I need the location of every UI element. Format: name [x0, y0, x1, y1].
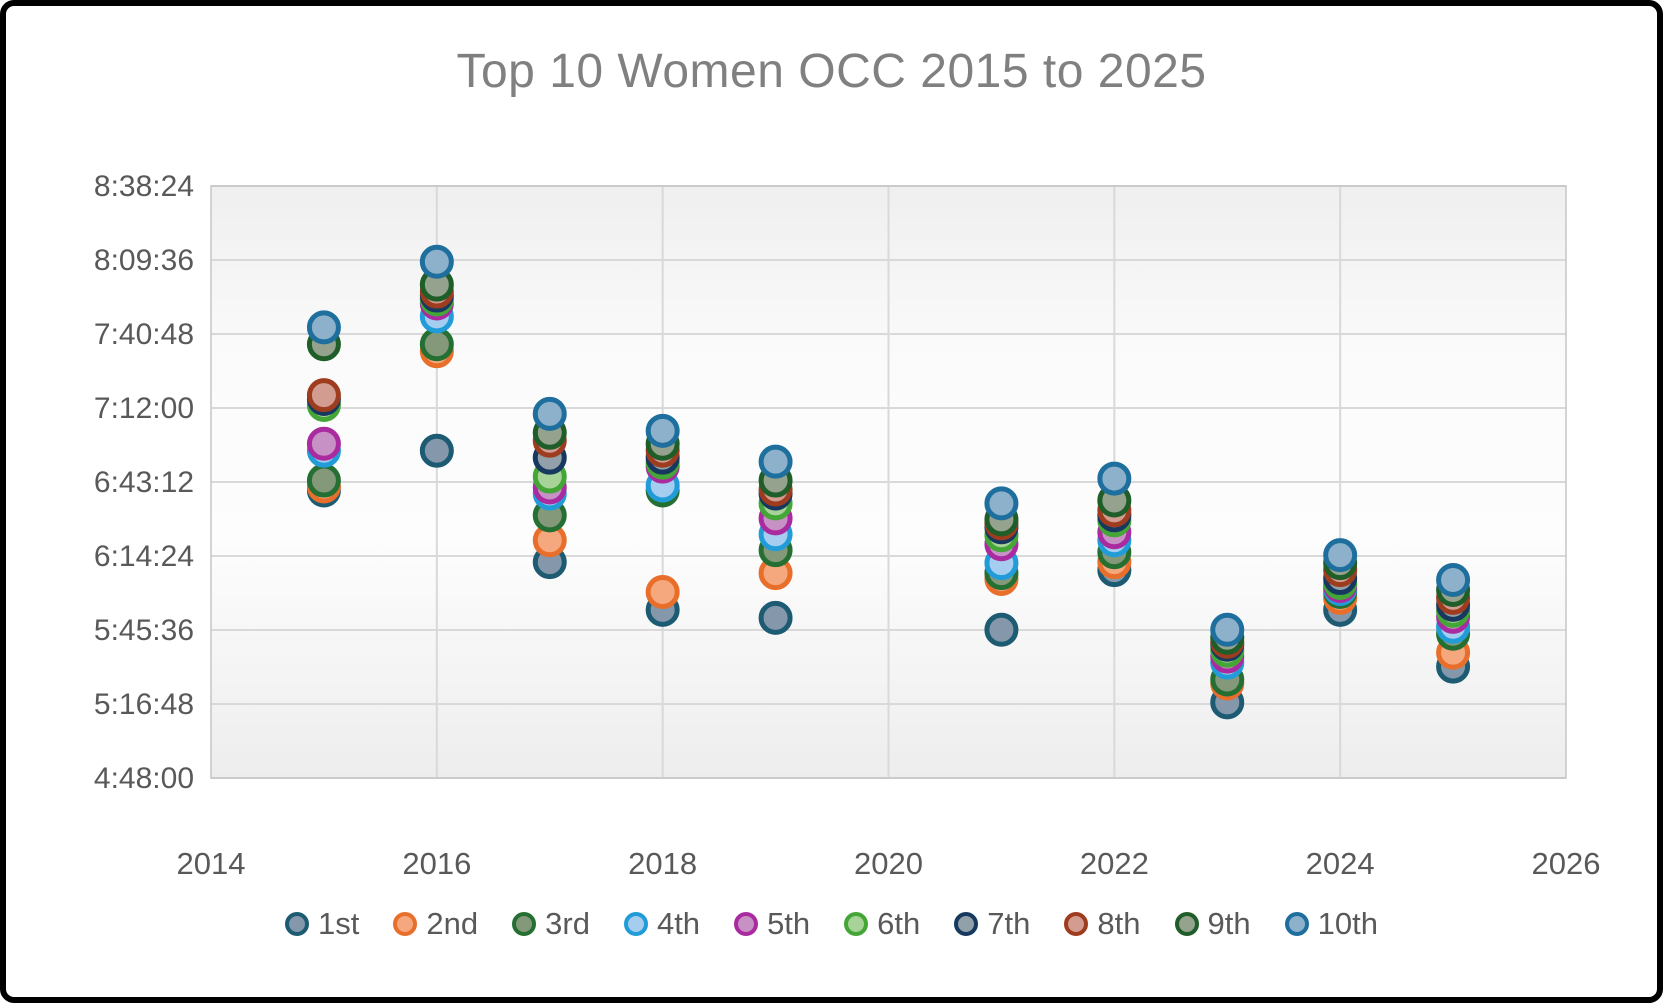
legend-item-4th[interactable]: 4th — [623, 906, 701, 942]
legend-marker-10th-icon — [1284, 912, 1309, 936]
plot-area: 8:38:24 8:09:36 7:40:48 7:12:00 6:43:12 6:14:… — [94, 170, 1601, 881]
data-point-10th-2025[interactable] — [1436, 563, 1471, 598]
data-point-10th-2024[interactable] — [1323, 538, 1358, 573]
legend-marker-1st-icon — [285, 912, 310, 936]
y-axis-tick-label: 5:16:48 — [94, 688, 194, 721]
legend-marker-6th-icon — [844, 912, 869, 936]
y-axis-tick-label: 8:38:24 — [94, 170, 194, 203]
legend-label: 6th — [877, 906, 921, 941]
data-point-8th-2015[interactable] — [306, 378, 341, 413]
data-point-1st-2016[interactable] — [419, 433, 454, 468]
legend-item-6th[interactable]: 6th — [844, 906, 920, 942]
x-axis-tick-label: 2018 — [628, 846, 697, 881]
legend-marker-9th-icon — [1174, 912, 1199, 936]
legend-label: 1st — [318, 906, 360, 941]
x-axis-tick-label: 2016 — [402, 846, 471, 881]
legend-label: 3rd — [545, 906, 590, 941]
x-axis-tick-label: 2014 — [177, 846, 246, 881]
legend-label: 10th — [1317, 906, 1378, 941]
plot-border — [210, 185, 1567, 779]
data-point-10th-2018[interactable] — [645, 413, 680, 448]
legend-item-2nd[interactable]: 2nd — [393, 906, 478, 942]
legend-item-5th[interactable]: 5th — [734, 906, 810, 942]
data-point-10th-2019[interactable] — [758, 444, 793, 479]
data-point-10th-2017[interactable] — [532, 396, 567, 431]
x-axis-tick-label: 2024 — [1306, 846, 1375, 881]
data-point-3rd-2015[interactable] — [306, 463, 341, 498]
data-point-5th-2015[interactable] — [306, 426, 341, 461]
legend-label: 9th — [1207, 906, 1251, 941]
legend-label: 8th — [1097, 906, 1141, 941]
y-axis-tick-label: 7:40:48 — [94, 318, 194, 351]
y-axis-tick-label: 5:45:36 — [94, 614, 194, 647]
y-axis-tick-label: 6:14:24 — [94, 540, 194, 573]
data-point-10th-2021[interactable] — [984, 486, 1019, 521]
data-point-10th-2015[interactable] — [306, 310, 341, 345]
data-point-2nd-2018[interactable] — [645, 574, 680, 609]
data-point-10th-2016[interactable] — [419, 244, 454, 279]
legend-label: 2nd — [426, 906, 479, 941]
data-point-1st-2019[interactable] — [758, 600, 793, 635]
chart-title: Top 10 Women OCC 2015 to 2025 — [456, 45, 1207, 98]
legend-marker-4th-icon — [623, 912, 648, 936]
y-axis-tick-label: 4:48:00 — [94, 762, 194, 795]
legend-item-3rd[interactable]: 3rd — [512, 906, 590, 942]
legend-item-10th[interactable]: 10th — [1284, 906, 1378, 942]
legend-marker-8th-icon — [1064, 912, 1089, 936]
legend-item-7th[interactable]: 7th — [954, 906, 1030, 942]
data-point-10th-2023[interactable] — [1210, 612, 1245, 647]
x-axis-tick-label: 2022 — [1080, 846, 1149, 881]
legend-item-8th[interactable]: 8th — [1064, 906, 1141, 942]
data-point-10th-2022[interactable] — [1097, 461, 1132, 496]
y-axis-tick-label: 6:43:12 — [94, 466, 194, 499]
data-point-1st-2021[interactable] — [984, 612, 1019, 647]
legend-label: 5th — [767, 906, 811, 941]
legend: 1st 2nd 3rd 4th 5th 6th 7th 8th 9th 10th — [6, 906, 1657, 942]
legend-marker-7th-icon — [954, 912, 979, 936]
x-axis-tick-label: 2020 — [854, 846, 923, 881]
x-axis-tick-label: 2026 — [1532, 846, 1601, 881]
legend-label: 7th — [987, 906, 1031, 941]
y-axis-tick-label: 7:12:00 — [94, 392, 194, 425]
legend-item-9th[interactable]: 9th — [1174, 906, 1251, 942]
legend-marker-3rd-icon — [512, 912, 537, 936]
legend-marker-5th-icon — [734, 912, 759, 936]
legend-label: 4th — [656, 906, 701, 941]
legend-item-1st[interactable]: 1st — [285, 906, 359, 942]
y-axis-tick-label: 8:09:36 — [94, 244, 194, 277]
legend-marker-2nd-icon — [393, 912, 418, 936]
data-point-3rd-2016[interactable] — [419, 327, 454, 362]
